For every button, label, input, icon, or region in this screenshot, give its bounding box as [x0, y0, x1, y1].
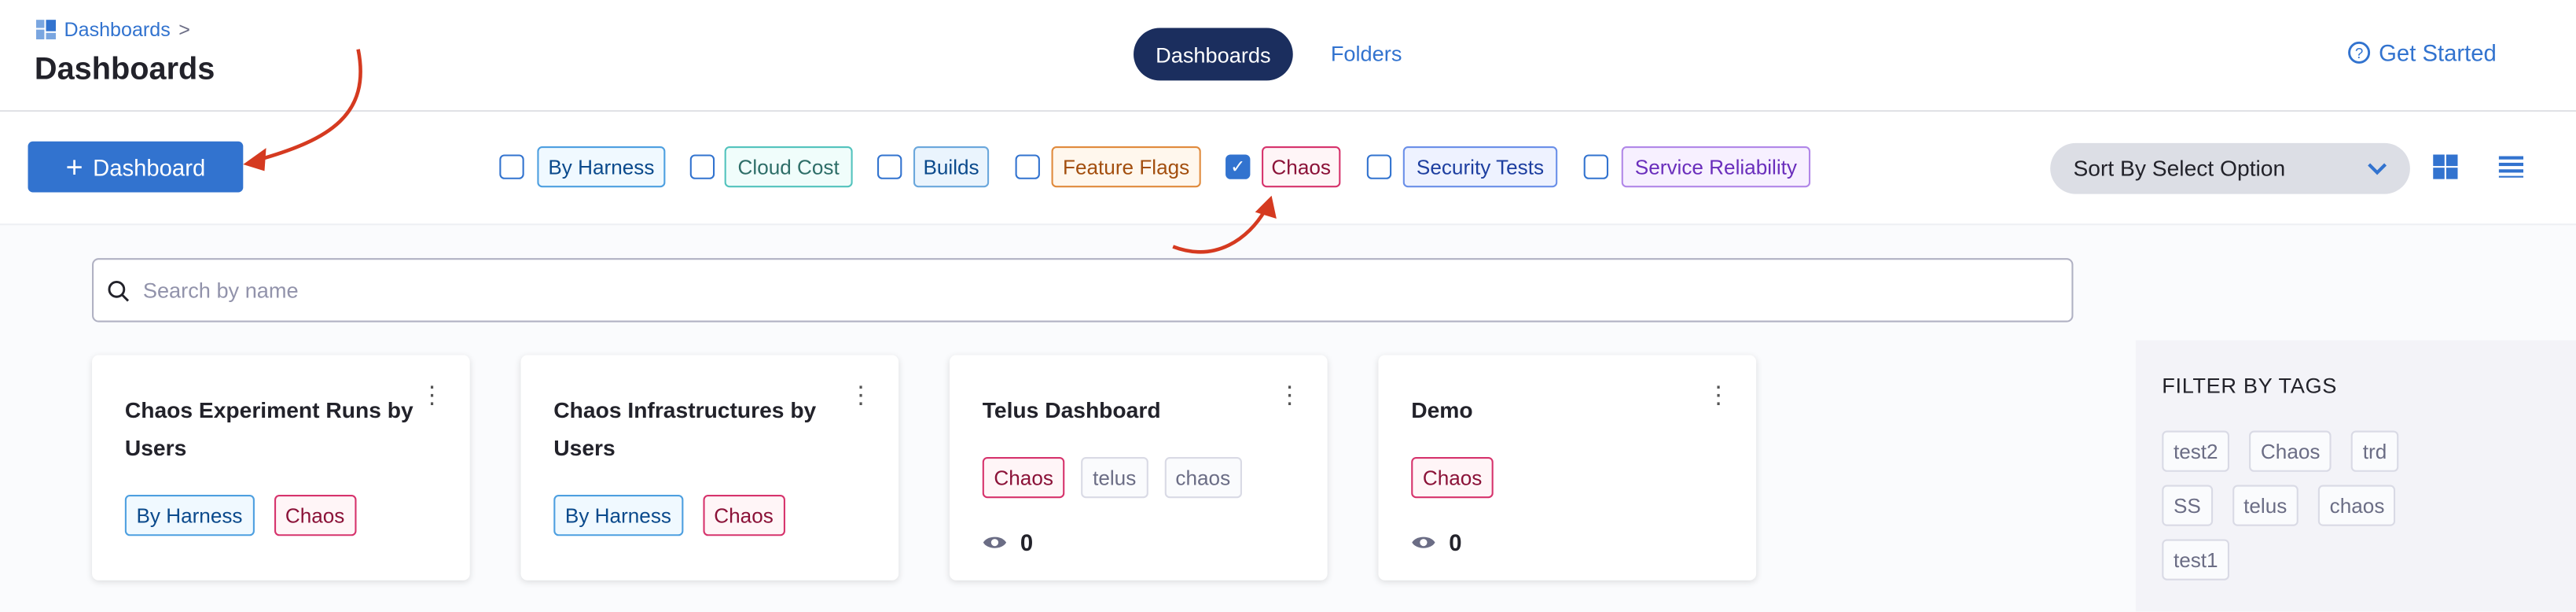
dashboard-card[interactable]: Chaos Infrastructures by Users · · · By Ha…: [520, 355, 899, 581]
add-dashboard-button[interactable]: + Dashboard: [28, 141, 244, 193]
search-icon: [108, 279, 130, 301]
tag-filter[interactable]: chaos: [2318, 485, 2397, 526]
card-tag: Chaos: [1411, 456, 1494, 499]
filter-checkbox-chaos[interactable]: ✓: [1226, 154, 1251, 179]
chevron-down-icon: [2368, 162, 2387, 175]
filter-tag-security-tests[interactable]: Security Tests: [1402, 146, 1558, 188]
card-tag: telus: [1081, 456, 1148, 499]
filter-tag-feature-flags[interactable]: Feature Flags: [1051, 146, 1201, 188]
dashboard-card[interactable]: Telus Dashboard · · · Chaos telus chaos 0: [949, 355, 1328, 581]
tag-filter[interactable]: trd: [2351, 430, 2398, 472]
tag-filter[interactable]: test2: [2162, 430, 2230, 472]
card-title: Demo: [1411, 397, 1473, 423]
card-tag: Chaos: [982, 456, 1065, 499]
filter-tag-by-harness[interactable]: By Harness: [537, 146, 666, 188]
filter-tag-service-reliability[interactable]: Service Reliability: [1621, 146, 1811, 188]
list-view-icon[interactable]: [2498, 156, 2524, 178]
view-count: 0: [1411, 529, 1462, 556]
view-count: 0: [983, 529, 1033, 555]
card-tag: chaos: [1163, 456, 1242, 499]
sort-label: Sort By Select Option: [2073, 156, 2286, 181]
card-tag: Chaos: [702, 495, 785, 536]
tag-filter[interactable]: test1: [2162, 539, 2230, 581]
page-title: Dashboards: [34, 52, 215, 87]
card-tag: By Harness: [553, 495, 683, 536]
dashboard-card[interactable]: Demo · · · Chaos 0: [1378, 355, 1757, 581]
get-started-label: Get Started: [2379, 39, 2497, 66]
get-started-link[interactable]: ? Get Started: [2347, 39, 2497, 66]
card-tag: Chaos: [274, 495, 356, 536]
filter-checkbox-service-reliability[interactable]: [1583, 154, 1609, 179]
breadcrumb[interactable]: Dashboards >: [35, 17, 190, 42]
card-tag: By Harness: [124, 495, 255, 536]
tab-folders[interactable]: Folders: [1330, 41, 1402, 66]
tab-dashboards[interactable]: Dashboards: [1134, 28, 1293, 81]
tag-filter[interactable]: SS: [2162, 485, 2213, 526]
filter-tag-chaos[interactable]: Chaos: [1262, 146, 1341, 188]
card-title: Chaos Infrastructures by Users: [553, 397, 817, 461]
filter-tag-builds[interactable]: Builds: [913, 146, 990, 188]
search-placeholder: Search by name: [142, 278, 299, 303]
grid-view-icon[interactable]: [2433, 154, 2458, 179]
dashboards-icon: [35, 20, 57, 40]
filter-tag-cloud-cost[interactable]: Cloud Cost: [724, 146, 853, 188]
filter-checkbox-cloud-cost[interactable]: [689, 154, 715, 179]
more-options-icon[interactable]: · · ·: [428, 373, 437, 418]
svg-text:?: ?: [2355, 45, 2363, 61]
breadcrumb-separator: >: [178, 17, 190, 42]
filter-checkbox-feature-flags[interactable]: [1015, 154, 1040, 179]
view-count-value: 0: [1020, 529, 1034, 556]
more-options-icon[interactable]: · · ·: [1714, 373, 1723, 418]
filter-checkbox-by-harness[interactable]: [499, 154, 524, 179]
plus-icon: +: [65, 150, 83, 184]
search-input[interactable]: Search by name: [92, 258, 2074, 323]
eye-icon: [1412, 536, 1435, 548]
breadcrumb-link[interactable]: Dashboards: [64, 17, 171, 42]
filter-checkbox-builds[interactable]: [877, 154, 902, 179]
check-icon: ✓: [1230, 157, 1246, 178]
dashboard-card[interactable]: Chaos Experiment Runs by Users · · · By Ha…: [92, 355, 470, 581]
view-count-value: 0: [1449, 529, 1462, 556]
eye-icon: [983, 536, 1007, 548]
filter-checkbox-security-tests[interactable]: [1366, 154, 1392, 179]
sort-dropdown[interactable]: Sort By Select Option: [2050, 142, 2410, 194]
tag-filter[interactable]: telus: [2232, 485, 2299, 526]
card-title: Chaos Experiment Runs by Users: [124, 397, 413, 461]
help-icon: ?: [2348, 41, 2371, 64]
filter-by-tags-title: FILTER BY TAGS: [2162, 373, 2337, 398]
more-options-icon[interactable]: · · ·: [856, 373, 865, 418]
card-title: Telus Dashboard: [982, 397, 1161, 423]
tag-filter[interactable]: Chaos: [2249, 430, 2332, 472]
more-options-icon[interactable]: · · ·: [1284, 373, 1295, 418]
add-dashboard-label: Dashboard: [93, 153, 206, 180]
filter-by-tags-panel: FILTER BY TAGS test2 Chaos trd SS telus …: [2135, 340, 2576, 612]
